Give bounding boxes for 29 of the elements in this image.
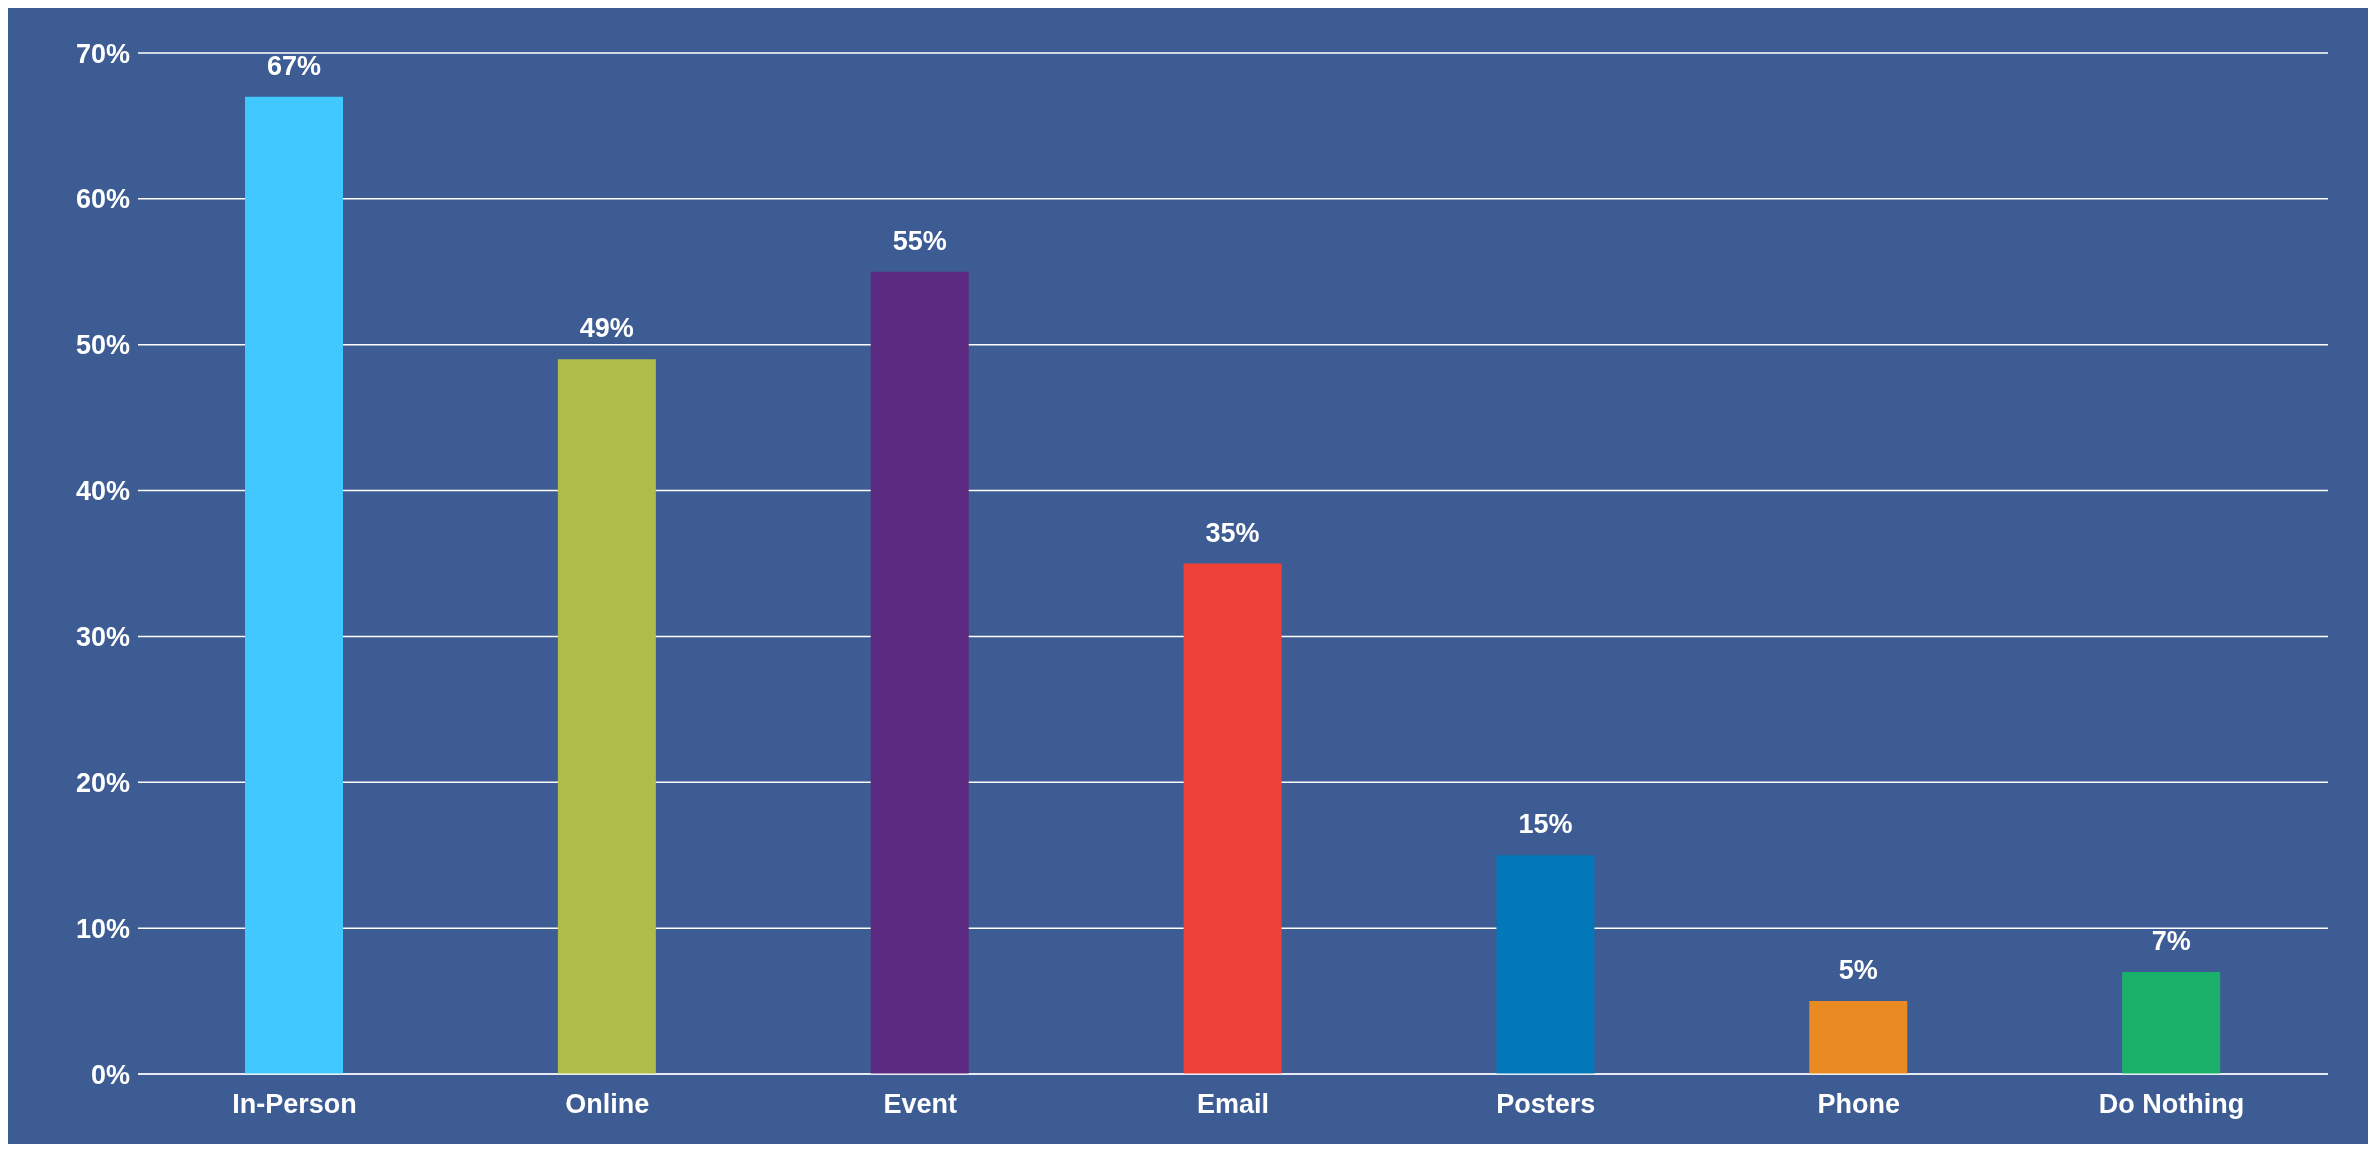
bar — [1809, 1001, 1908, 1074]
y-tick-label: 50% — [75, 330, 130, 361]
bar — [245, 96, 343, 1074]
x-tick-label: Email — [1196, 1089, 1270, 1120]
data-label: 67% — [266, 50, 322, 81]
data-label: 49% — [579, 313, 634, 344]
data-label: 7% — [2151, 925, 2191, 956]
x-tick-label: Do Nothing — [2098, 1089, 2245, 1120]
y-tick-label: 10% — [75, 913, 130, 944]
bar — [1183, 563, 1282, 1074]
data-label: 35% — [1205, 517, 1260, 548]
bar — [557, 359, 656, 1074]
data-label: 5% — [1838, 955, 1878, 986]
bar — [1496, 855, 1595, 1074]
y-tick-label: 40% — [75, 476, 130, 507]
x-tick-label: Posters — [1496, 1089, 1596, 1120]
bar — [870, 271, 969, 1074]
y-tick-label: 70% — [75, 38, 130, 69]
y-tick-label: 20% — [75, 767, 130, 798]
y-tick-label: 30% — [75, 622, 130, 653]
y-tick-label: 0% — [90, 1059, 130, 1090]
x-tick-label: In-Person — [232, 1089, 357, 1120]
x-tick-label: Online — [565, 1089, 650, 1120]
x-tick-label: Phone — [1817, 1089, 1900, 1120]
data-label: 15% — [1518, 809, 1573, 840]
data-label: 55% — [892, 225, 947, 256]
bar — [2122, 971, 2221, 1074]
x-tick-label: Event — [883, 1089, 957, 1120]
y-tick-label: 60% — [75, 184, 130, 215]
